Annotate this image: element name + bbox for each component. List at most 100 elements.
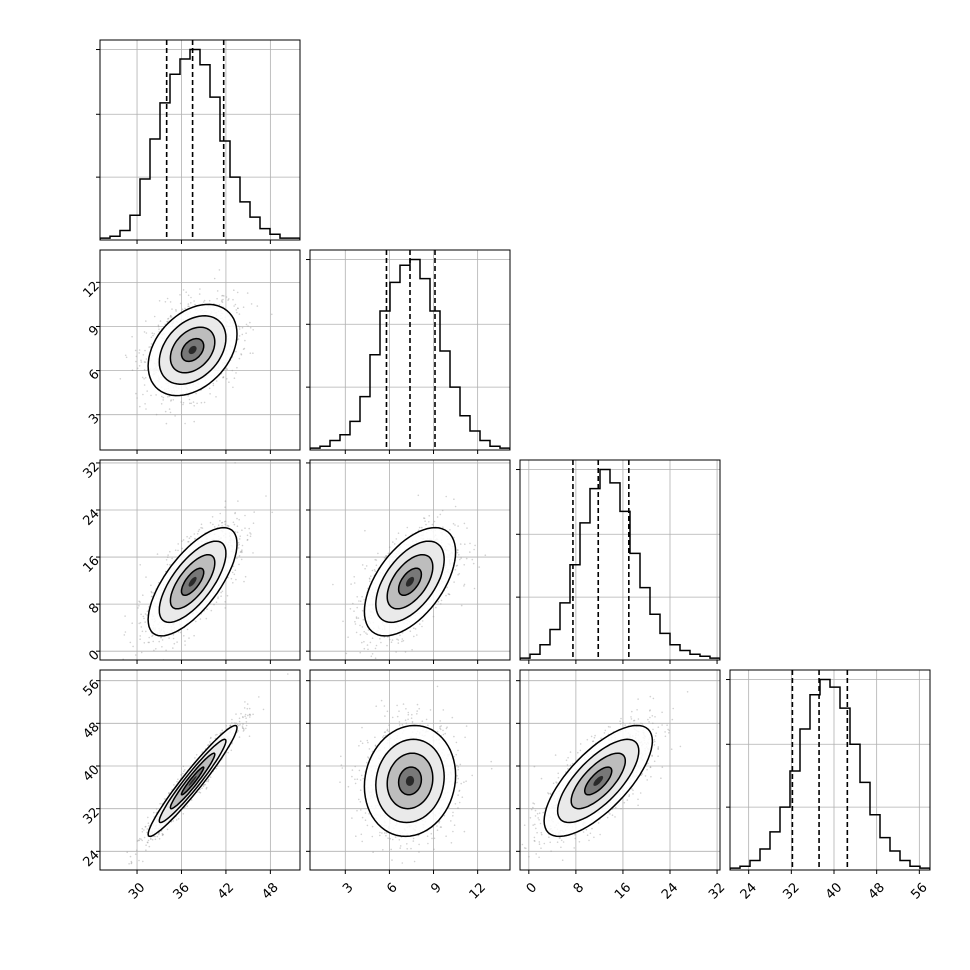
sample-point bbox=[181, 547, 183, 550]
sample-point bbox=[136, 849, 138, 851]
sample-point bbox=[363, 640, 365, 643]
sample-point bbox=[421, 620, 424, 622]
sample-point bbox=[245, 717, 247, 719]
scatter-panel-2-1 bbox=[306, 459, 511, 664]
sample-point bbox=[234, 303, 237, 306]
sample-point bbox=[421, 526, 423, 529]
sample-point bbox=[448, 593, 451, 596]
sample-point bbox=[132, 645, 134, 648]
sample-point bbox=[206, 608, 208, 610]
sample-point bbox=[140, 361, 143, 363]
sample-point bbox=[146, 614, 148, 616]
sample-point bbox=[469, 542, 471, 545]
sample-point bbox=[161, 834, 164, 837]
sample-point bbox=[215, 396, 217, 398]
sample-point bbox=[454, 505, 457, 508]
sample-point bbox=[188, 537, 191, 539]
sample-point bbox=[249, 713, 251, 716]
sample-point bbox=[145, 358, 148, 360]
sample-point bbox=[419, 623, 421, 625]
sample-point bbox=[364, 529, 366, 532]
sample-point bbox=[240, 558, 243, 561]
sample-point bbox=[256, 305, 259, 307]
sample-point bbox=[177, 778, 179, 781]
sample-point bbox=[375, 559, 378, 561]
sample-point bbox=[140, 613, 142, 616]
sample-point bbox=[235, 578, 237, 581]
sample-point bbox=[374, 570, 377, 572]
sample-point bbox=[232, 582, 234, 584]
sample-point bbox=[147, 822, 150, 824]
sample-point bbox=[184, 640, 186, 642]
sample-point bbox=[367, 629, 370, 631]
panel-frame bbox=[99, 459, 301, 661]
sample-point bbox=[367, 648, 369, 651]
sample-point bbox=[172, 637, 175, 640]
sample-point bbox=[221, 522, 223, 524]
sample-point bbox=[395, 651, 397, 653]
sample-point bbox=[374, 558, 377, 561]
sample-point bbox=[199, 288, 201, 290]
sample-point bbox=[390, 641, 393, 643]
sample-point bbox=[388, 546, 391, 548]
sample-point bbox=[136, 367, 139, 370]
sample-point bbox=[359, 624, 361, 627]
sample-point bbox=[141, 630, 144, 633]
sample-point bbox=[435, 606, 437, 609]
sample-point bbox=[354, 623, 357, 625]
sample-point bbox=[211, 516, 214, 518]
sample-point bbox=[395, 538, 398, 540]
sample-point bbox=[244, 701, 246, 703]
sample-point bbox=[189, 402, 191, 405]
sample-point bbox=[383, 557, 386, 559]
sample-point bbox=[226, 524, 229, 527]
sample-point bbox=[230, 577, 233, 580]
sample-point bbox=[242, 348, 245, 351]
sample-point bbox=[143, 617, 145, 620]
sample-point bbox=[140, 359, 142, 362]
sample-point bbox=[129, 641, 132, 644]
sample-point bbox=[198, 293, 201, 295]
sample-point bbox=[150, 343, 153, 345]
sample-point bbox=[193, 533, 196, 535]
sample-point bbox=[140, 626, 143, 628]
sample-point bbox=[131, 622, 133, 624]
hist-panel-1 bbox=[306, 249, 511, 454]
sample-point bbox=[167, 554, 169, 556]
sample-point bbox=[387, 552, 390, 555]
sample-point bbox=[142, 615, 145, 618]
sample-point bbox=[168, 637, 170, 639]
sample-point bbox=[236, 366, 238, 369]
sample-point bbox=[209, 393, 211, 395]
sample-point bbox=[220, 595, 222, 597]
sample-point bbox=[238, 563, 240, 566]
sample-point bbox=[187, 540, 190, 543]
sample-point bbox=[151, 595, 153, 598]
sample-point bbox=[143, 378, 145, 380]
sample-point bbox=[162, 396, 165, 399]
sample-point bbox=[250, 533, 252, 535]
sample-point bbox=[128, 863, 130, 865]
sample-point bbox=[193, 634, 195, 637]
sample-point bbox=[205, 786, 208, 789]
sample-point bbox=[149, 346, 152, 348]
sample-point bbox=[380, 641, 382, 644]
sample-point bbox=[241, 725, 244, 727]
sample-point bbox=[241, 551, 243, 554]
sample-point bbox=[150, 595, 153, 598]
sample-point bbox=[374, 657, 377, 659]
sample-point bbox=[146, 841, 149, 844]
sample-point bbox=[238, 555, 241, 557]
sample-point bbox=[247, 714, 249, 717]
sample-point bbox=[167, 556, 169, 558]
sample-point bbox=[200, 523, 203, 526]
sample-point bbox=[368, 580, 371, 583]
sample-point bbox=[359, 600, 362, 602]
sample-point bbox=[217, 597, 219, 600]
sample-point bbox=[248, 527, 250, 530]
sample-point bbox=[212, 523, 214, 526]
sample-point bbox=[401, 632, 404, 634]
sample-point bbox=[147, 641, 150, 644]
sample-point bbox=[352, 602, 354, 605]
density-contour bbox=[188, 576, 197, 587]
